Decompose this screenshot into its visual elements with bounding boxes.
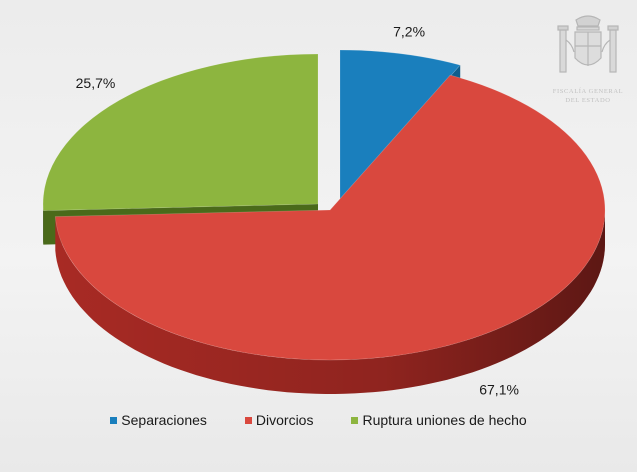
pie-labels: 7,2% 67,1% 25,7% — [76, 23, 519, 397]
data-label-separaciones: 7,2% — [393, 23, 425, 39]
pie-slice-ruptura — [42, 53, 319, 211]
pie-tops — [42, 49, 606, 361]
emblem-text-line1: FISCALÍA GENERAL — [552, 88, 624, 95]
emblem-text-line2: DEL ESTADO — [565, 97, 611, 104]
legend-item-ruptura: Ruptura uniones de hecho — [351, 412, 527, 428]
legend-item-separaciones: Separaciones — [110, 412, 207, 428]
data-label-divorcios: 67,1% — [479, 381, 519, 397]
legend-swatch-ruptura — [351, 416, 359, 424]
pie-slice-separaciones — [339, 49, 461, 201]
legend-label-divorcios: Divorcios — [255, 412, 314, 428]
legend-label-ruptura: Ruptura uniones de hecho — [362, 412, 527, 428]
legend-label-separaciones: Separaciones — [121, 412, 207, 428]
crown-shield-icon — [557, 15, 619, 73]
chart-legend: Separaciones Divorcios Ruptura uniones d… — [0, 412, 637, 428]
legend-swatch-separaciones — [110, 416, 118, 424]
data-label-ruptura: 25,7% — [76, 75, 116, 91]
pie-slice-divorcios — [54, 74, 606, 361]
coat-of-arms-emblem: FISCALÍA GENERAL DEL ESTADO — [548, 10, 628, 106]
legend-swatch-divorcios — [244, 416, 252, 424]
pie-side-shade-divorcios — [55, 210, 606, 394]
legend-item-divorcios: Divorcios — [244, 412, 314, 428]
